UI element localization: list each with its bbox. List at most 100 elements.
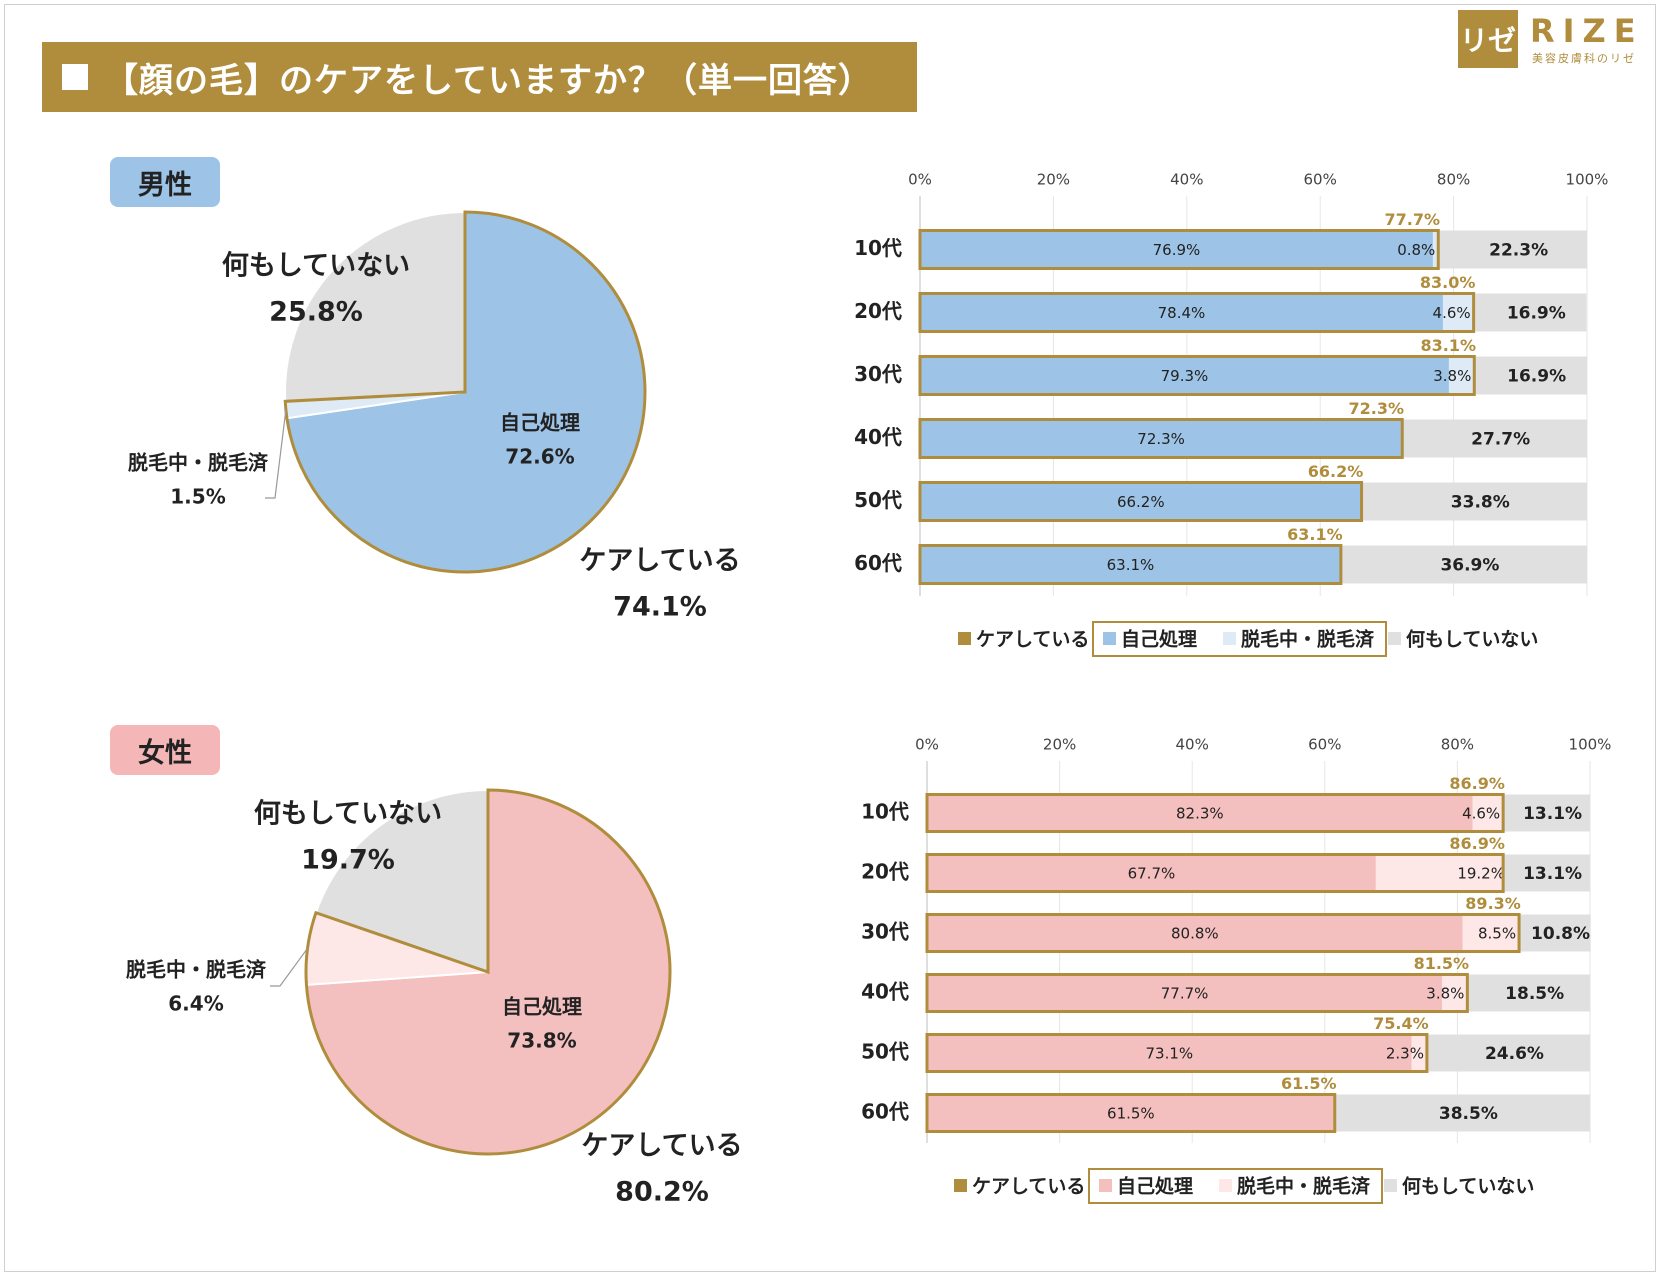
bar-value-label-self: 66.2% (1117, 493, 1165, 511)
bar-segment-none (1473, 293, 1587, 332)
legend-swatch (954, 1179, 967, 1192)
bar-segment-removal (1442, 293, 1474, 332)
bar-value-label-removal: 8.5% (1478, 925, 1516, 943)
legend-label: 自己処理 (1117, 1175, 1193, 1198)
bar-segment-self (927, 1094, 1335, 1132)
bar-segment-self (927, 974, 1443, 1012)
bar-segment-removal (1411, 1034, 1427, 1072)
legend-swatch (1223, 632, 1236, 645)
logo-mark: リゼ (1458, 10, 1518, 68)
bar-care-total-label: 77.7% (1385, 210, 1441, 229)
legend-label: 脱毛中・脱毛済 (1237, 1175, 1371, 1198)
pie-label-self-name: 自己処理 (500, 411, 580, 435)
bar-value-label-none: 27.7% (1471, 430, 1530, 450)
pie-label-none-name: 何もしていない (254, 799, 442, 830)
bar-segment-none (1340, 545, 1587, 584)
bar-value-label-removal: 19.2% (1457, 865, 1505, 883)
bar-segment-self (920, 356, 1449, 395)
bar-segment-none (1467, 974, 1590, 1012)
age-label: 50代 (861, 1040, 909, 1064)
legend-label: 何もしていない (1406, 628, 1538, 651)
bar-segment-removal (1442, 974, 1468, 1012)
bar-segment-none (1402, 419, 1587, 458)
pie-leader-line (265, 409, 287, 499)
bar-segment-removal (1472, 794, 1504, 832)
female-badge: 女性 (110, 725, 220, 775)
pie-label-removal-name: 脱毛中・脱毛済 (126, 958, 267, 982)
bar-care-outline (925, 973, 1469, 1013)
bar-value-label-self: 72.3% (1137, 430, 1185, 448)
age-label: 40代 (861, 980, 909, 1004)
x-tick-label: 0% (915, 736, 939, 754)
x-tick-label: 100% (1566, 171, 1609, 189)
bar-care-outline (925, 1093, 1337, 1133)
bar-value-label-none: 16.9% (1507, 304, 1566, 324)
bar-care-outline (918, 292, 1476, 333)
bar-care-total-label: 83.0% (1420, 273, 1476, 292)
bar-care-total-label: 86.9% (1449, 834, 1505, 853)
bar-value-label-removal: 3.8% (1433, 367, 1471, 385)
age-label: 60代 (861, 1100, 909, 1124)
bar-segment-removal (1462, 914, 1520, 952)
pie-label-self-name: 自己処理 (502, 995, 582, 1019)
bar-segment-removal (1432, 230, 1439, 269)
legend-care-group-box (1088, 1168, 1383, 1204)
pie-label-removal-name: 脱毛中・脱毛済 (128, 451, 269, 475)
bar-care-outline (925, 1033, 1429, 1073)
legend-swatch (958, 632, 971, 645)
legend-swatch (1099, 1179, 1112, 1192)
legend-label: ケアしている (972, 1176, 1085, 1198)
bar-segment-none (1519, 914, 1591, 952)
legend-label: 脱毛中・脱毛済 (1241, 628, 1375, 651)
legend-care-group-box (1092, 621, 1387, 657)
bar-value-label-removal: 3.8% (1426, 985, 1464, 1003)
bar-segment-self (927, 794, 1473, 832)
legend-swatch (1219, 1179, 1232, 1192)
bar-value-label-removal: 2.3% (1386, 1045, 1424, 1063)
bar-value-label-none: 18.5% (1505, 984, 1564, 1004)
bar-value-label-removal: 4.6% (1433, 304, 1471, 322)
pie-label-care-value: 74.1% (613, 592, 707, 623)
bar-value-label-none: 16.9% (1507, 367, 1566, 387)
bar-segment-self (920, 545, 1341, 584)
bar-care-outline (918, 544, 1343, 585)
bar-care-outline (925, 853, 1505, 893)
pie-label-self-value: 72.6% (505, 445, 574, 469)
pie-care-outline (304, 788, 672, 1156)
bar-care-outline (918, 418, 1404, 459)
age-label: 30代 (854, 362, 902, 386)
bar-segment-removal (1448, 356, 1475, 395)
bar-segment-none (1438, 230, 1587, 269)
age-label: 10代 (854, 236, 902, 260)
bar-segment-none (1361, 482, 1587, 521)
page-title: 【顔の毛】のケアをしていますか？（単一回答） (104, 60, 873, 101)
x-tick-label: 60% (1304, 171, 1337, 189)
bar-segment-removal (1375, 854, 1504, 892)
bar-care-total-label: 89.3% (1465, 894, 1521, 913)
bar-value-label-self: 63.1% (1107, 556, 1155, 574)
bar-care-total-label: 75.4% (1373, 1014, 1429, 1033)
legend-swatch (1388, 632, 1401, 645)
title-square-icon (62, 64, 88, 90)
pie-label-removal-value: 1.5% (170, 485, 225, 509)
bar-care-outline (918, 355, 1476, 396)
x-tick-label: 0% (908, 171, 932, 189)
bar-value-label-self: 80.8% (1171, 925, 1219, 943)
bar-value-label-removal: 0.8% (1397, 241, 1435, 259)
pie-label-care-name: ケアしている (579, 546, 740, 577)
bar-value-label-self: 61.5% (1107, 1105, 1155, 1123)
age-label: 60代 (854, 551, 902, 575)
legend-label: 何もしていない (1402, 1175, 1534, 1198)
pie-label-care-value: 80.2% (615, 1177, 709, 1208)
bar-care-total-label: 61.5% (1281, 1074, 1337, 1093)
bar-value-label-self: 82.3% (1176, 805, 1224, 823)
bar-value-label-none: 36.9% (1440, 556, 1499, 576)
logo-subtitle: 美容皮膚科のリゼ (1532, 52, 1636, 65)
title-bar: 【顔の毛】のケアをしていますか？（単一回答） (42, 42, 917, 112)
pie-slice-none (284, 210, 466, 403)
bar-care-outline (918, 481, 1364, 522)
pie-care-outline (283, 210, 647, 574)
pie-label-removal-value: 6.4% (168, 992, 223, 1016)
bar-care-outline (918, 229, 1440, 270)
